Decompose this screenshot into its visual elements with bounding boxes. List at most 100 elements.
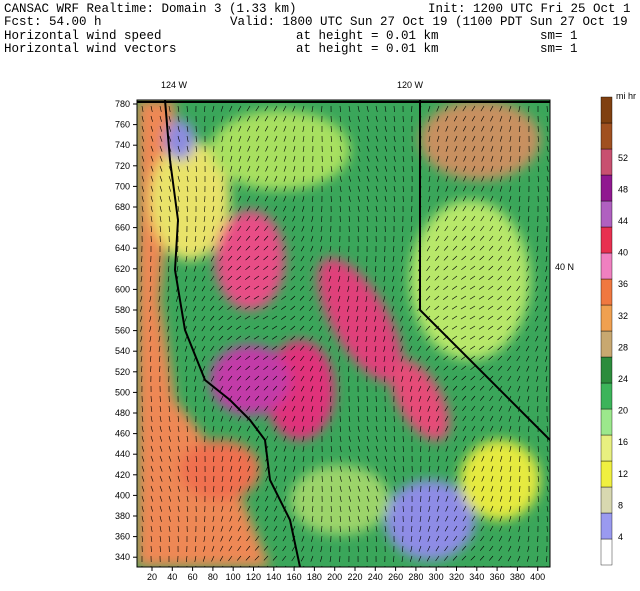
wind-arrow	[283, 515, 287, 522]
colorbar-label: 4	[618, 532, 623, 542]
wind-arrow	[375, 155, 379, 162]
wind-arrow	[400, 285, 404, 292]
wind-arrow	[357, 405, 360, 412]
wind-arrow	[203, 225, 206, 232]
wind-arrow	[227, 375, 233, 381]
wind-arrow	[546, 445, 549, 452]
wind-arrow	[445, 495, 449, 502]
wind-arrow	[366, 205, 369, 212]
wind-arrow	[177, 195, 180, 202]
wind-arrow	[273, 215, 278, 222]
wind-arrow	[497, 315, 503, 321]
wind-arrow	[227, 335, 233, 341]
wind-arrow	[462, 205, 467, 212]
wind-arrow	[462, 405, 467, 411]
wind-arrow	[177, 145, 180, 152]
wind-arrow	[347, 365, 350, 372]
wind-arrow	[186, 445, 189, 452]
wind-arrow	[221, 475, 224, 482]
wind-arrow	[357, 395, 359, 403]
wind-arrow	[175, 315, 179, 322]
y-axis-label: 380	[115, 511, 130, 521]
wind-arrow	[487, 305, 494, 310]
wind-arrow	[384, 105, 387, 112]
wind-arrow	[401, 245, 404, 252]
wind-arrow	[366, 225, 369, 233]
wind-arrow	[463, 185, 467, 192]
wind-arrow	[472, 495, 476, 502]
wind-arrow	[141, 505, 144, 512]
wind-arrow	[150, 525, 153, 532]
wind-arrow	[508, 415, 512, 422]
wind-arrow	[375, 405, 378, 412]
wind-arrow	[411, 105, 413, 113]
wind-arrow	[348, 375, 350, 383]
wind-arrow	[366, 115, 369, 122]
wind-arrow	[245, 245, 251, 251]
wind-arrow	[426, 375, 431, 382]
wind-arrow	[247, 475, 251, 482]
wind-arrow	[427, 405, 431, 412]
wind-arrow	[150, 165, 154, 172]
wind-arrow	[462, 515, 467, 522]
wind-arrow	[509, 145, 512, 152]
wind-arrow	[428, 165, 431, 172]
wind-arrow	[460, 285, 467, 290]
wind-arrow	[282, 555, 287, 561]
wind-arrow	[265, 175, 269, 182]
wind-arrow	[546, 425, 548, 433]
wind-arrow	[329, 255, 332, 262]
wind-arrow	[219, 255, 224, 262]
wind-arrow	[254, 395, 260, 401]
wind-arrow	[159, 485, 163, 492]
wind-arrow	[365, 345, 368, 352]
wind-arrow	[281, 305, 287, 310]
y-axis-label: 560	[115, 326, 130, 336]
wind-arrow	[283, 135, 287, 142]
wind-arrow	[490, 425, 494, 432]
wind-arrow	[203, 395, 206, 402]
longitude-label: 120 W	[397, 80, 424, 90]
wind-arrow	[436, 435, 440, 442]
wind-arrow	[328, 295, 332, 302]
field-height: at height = 0.01 km	[296, 42, 439, 56]
wind-arrow	[402, 465, 405, 472]
wind-arrow	[254, 255, 260, 261]
wind-arrow	[453, 425, 458, 432]
wind-arrow	[516, 275, 521, 282]
wind-arrow	[201, 325, 206, 332]
wind-arrow	[221, 445, 224, 452]
wind-arrow	[393, 135, 396, 142]
wind-arrow	[238, 425, 242, 432]
wind-arrow	[158, 305, 161, 312]
wind-arrow	[263, 265, 269, 271]
wind-arrow	[509, 495, 512, 502]
wind-arrow	[427, 395, 431, 402]
wind-arrow	[299, 295, 305, 301]
wind-arrow	[347, 275, 350, 282]
wind-arrow	[282, 525, 287, 532]
wind-arrow	[453, 545, 458, 551]
wind-arrow	[281, 355, 287, 361]
wind-arrow	[546, 155, 549, 162]
wind-arrow	[177, 185, 180, 192]
wind-arrow	[454, 485, 458, 492]
wind-arrow	[213, 445, 215, 453]
wind-arrow	[283, 105, 287, 112]
wind-arrow	[393, 525, 395, 533]
wind-arrow	[375, 265, 377, 273]
wind-arrow	[245, 265, 251, 271]
wind-arrow	[519, 485, 521, 493]
wind-arrow	[366, 155, 370, 162]
wind-arrow	[437, 175, 440, 182]
wind-arrow	[290, 295, 296, 301]
wind-arrow	[454, 125, 458, 132]
x-axis-label: 200	[327, 572, 342, 582]
wind-arrow	[434, 315, 440, 321]
wind-arrow	[437, 465, 440, 472]
wind-arrow	[210, 295, 215, 301]
wind-arrow	[311, 195, 314, 202]
wind-arrow	[463, 165, 467, 172]
wind-arrow	[357, 155, 361, 162]
wind-arrow	[321, 415, 323, 423]
